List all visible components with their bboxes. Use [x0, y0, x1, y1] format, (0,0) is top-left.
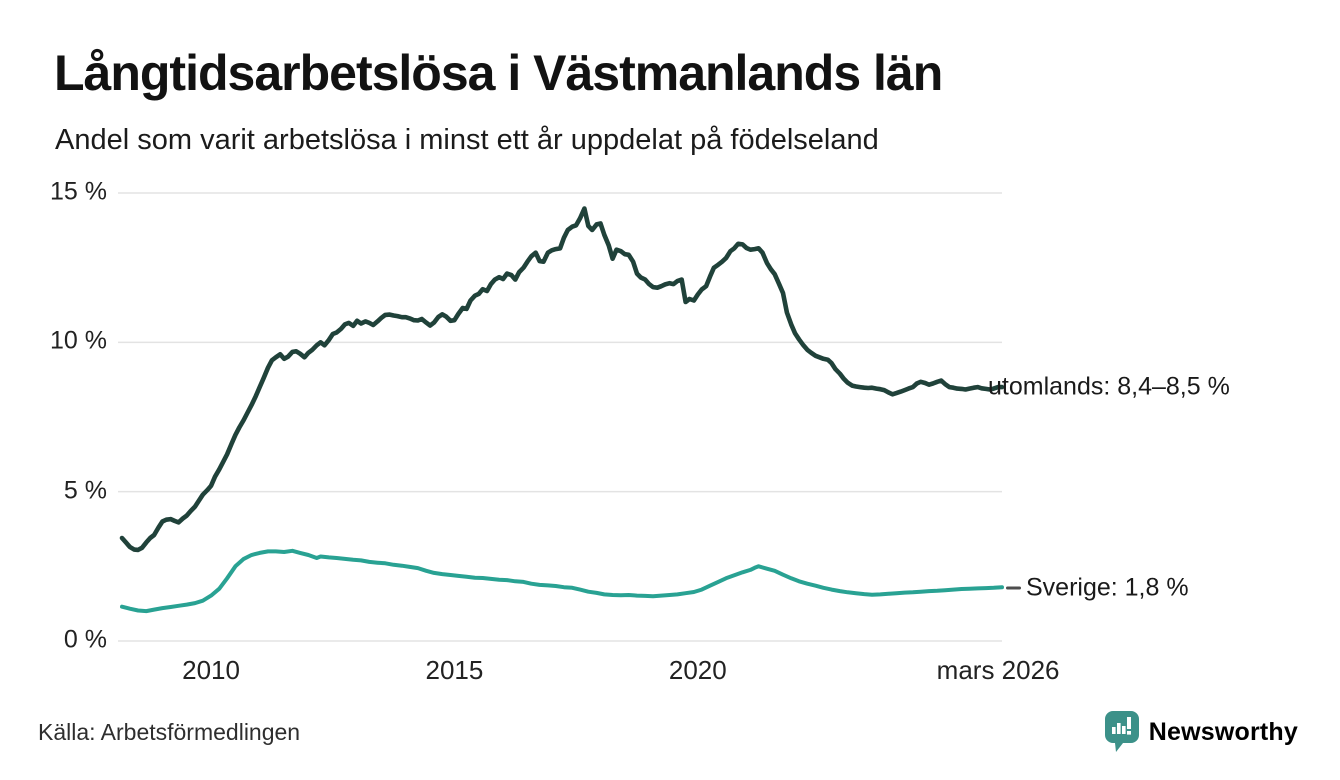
- series-line-utomlands: [119, 206, 1005, 553]
- series-line-sverige: [120, 548, 1004, 614]
- newsworthy-wordmark: Newsworthy: [1148, 717, 1298, 746]
- series-end-label-sverige: Sverige: 1,8 %: [1006, 574, 1189, 603]
- x-axis-tick-label: 2010: [182, 655, 240, 685]
- x-axis-tick-label: 2020: [668, 655, 727, 685]
- x-axis-tick-label: 2015: [425, 655, 484, 685]
- y-axis-tick-label: 10 %: [50, 326, 107, 355]
- y-axis-tick-label: 15 %: [50, 177, 107, 206]
- x-axis-tick-label: mars 2026: [936, 655, 1060, 685]
- newsworthy-logo-icon: [1104, 711, 1139, 752]
- page-subtitle: Andel som varit arbetslösa i minst ett å…: [55, 124, 879, 156]
- newsworthy-branding: Newsworthy: [1104, 710, 1298, 754]
- label-leader-dash: [1006, 586, 1021, 590]
- source-note: Källa: Arbetsförmedlingen: [38, 719, 301, 745]
- y-axis-tick-label: 5 %: [63, 475, 107, 504]
- series-end-label-sverige-text: Sverige: 1,8 %: [1026, 573, 1189, 602]
- page-title: Långtidsarbetslösa i Västmanlands län: [54, 45, 943, 101]
- y-axis-tick-label: 0 %: [63, 625, 107, 654]
- series-end-label-utomlands-text: utomlands: 8,4–8,5 %: [988, 372, 1230, 401]
- series-end-label-utomlands: utomlands: 8,4–8,5 %: [988, 373, 1230, 402]
